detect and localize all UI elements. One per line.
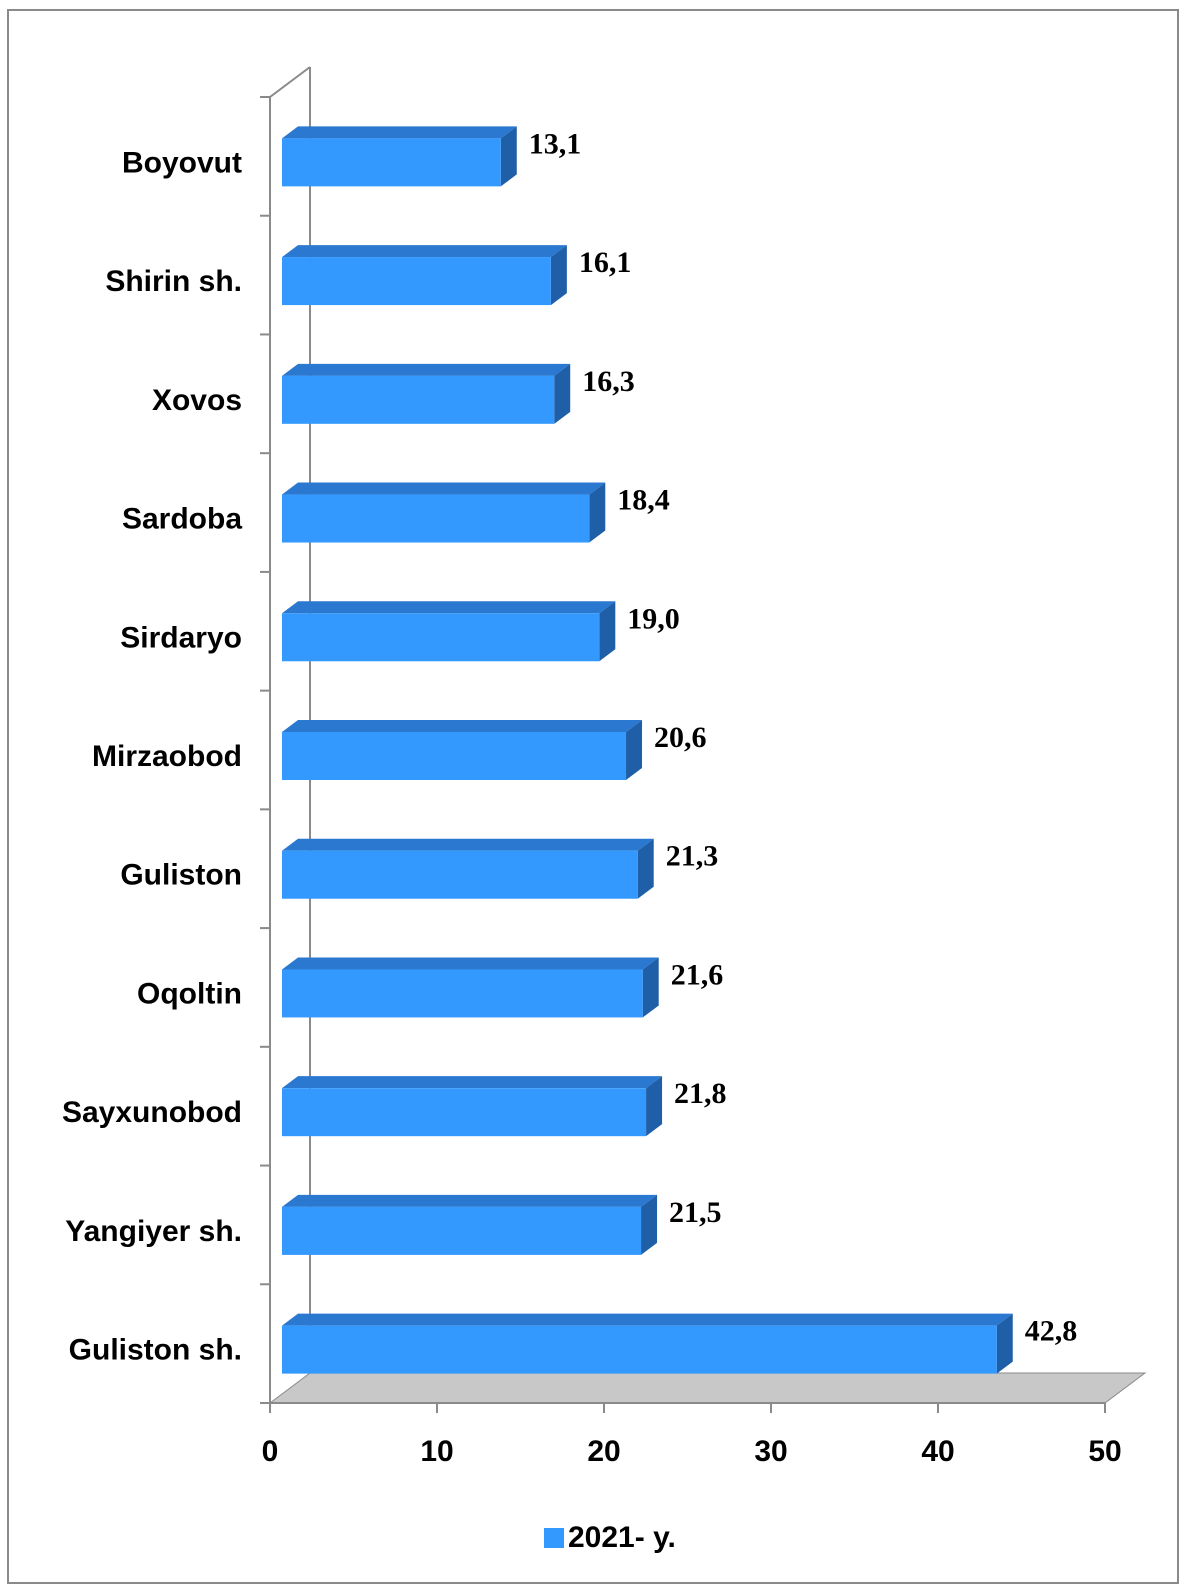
- bar-top-face: [282, 126, 517, 139]
- data-label: 16,3: [582, 365, 635, 398]
- legend-swatch: [544, 1528, 564, 1548]
- axis-depth-top: [269, 66, 311, 98]
- bar-top-face: [282, 601, 616, 614]
- bar-side-face: [642, 957, 659, 1018]
- bar-top-face: [282, 838, 654, 851]
- category-label: Xovos: [152, 384, 242, 417]
- x-tick-label: 50: [1088, 1435, 1121, 1468]
- legend-label: 2021- y.: [568, 1521, 676, 1554]
- data-label: 21,3: [666, 840, 719, 873]
- category-label: Sayxunobod: [62, 1096, 242, 1129]
- bar-top-face: [282, 957, 659, 970]
- bar: [282, 375, 555, 424]
- category-label: Boyovut: [122, 146, 242, 179]
- bar-side-face: [599, 601, 616, 662]
- category-label: Sirdaryo: [120, 621, 242, 654]
- bar-top-face: [282, 363, 571, 376]
- bar-top-face: [282, 482, 606, 495]
- bar-top-face: [282, 1313, 1013, 1326]
- x-tick-label: 30: [754, 1435, 787, 1468]
- legend: 2021- y.: [544, 1518, 676, 1558]
- bar-side-face: [637, 838, 654, 899]
- bar: [282, 138, 501, 187]
- bar-top-face: [282, 1076, 663, 1089]
- chart-floor: [268, 1372, 1147, 1404]
- bar-side-face: [626, 720, 643, 780]
- data-label: 18,4: [617, 484, 670, 517]
- bar: [282, 494, 590, 543]
- x-tick-label: 10: [420, 1435, 453, 1468]
- data-label: 19,0: [627, 602, 680, 635]
- category-label: Shirin sh.: [105, 265, 242, 298]
- bar-side-face: [500, 126, 517, 187]
- data-label: 21,5: [669, 1196, 722, 1229]
- bar-top-face: [282, 1194, 658, 1207]
- bar: [282, 732, 627, 780]
- data-label: 13,1: [529, 127, 582, 160]
- bar-side-face: [589, 482, 606, 543]
- category-label: Guliston sh.: [69, 1334, 242, 1367]
- x-tick-label: 0: [262, 1435, 279, 1468]
- bar-side-face: [554, 363, 571, 424]
- category-label: Mirzaobod: [92, 740, 242, 773]
- category-label: Sardoba: [122, 503, 242, 536]
- x-tick-label: 40: [921, 1435, 954, 1468]
- data-label: 20,6: [654, 721, 707, 754]
- bar-side-face: [550, 245, 567, 306]
- category-label: Yangiyer sh.: [65, 1215, 242, 1248]
- bar-side-face: [996, 1313, 1013, 1374]
- bar: [282, 1206, 642, 1255]
- bar-side-face: [646, 1076, 663, 1137]
- bar-top-face: [282, 245, 567, 258]
- bar: [282, 613, 600, 662]
- data-label: 21,6: [671, 958, 724, 991]
- bar: [282, 1325, 997, 1374]
- category-label: Guliston: [120, 859, 242, 892]
- data-label: 42,8: [1025, 1315, 1078, 1348]
- data-label: 16,1: [579, 246, 632, 279]
- bar-side-face: [641, 1194, 658, 1255]
- bar: [282, 969, 643, 1018]
- category-label: Oqoltin: [137, 977, 242, 1010]
- bar: [282, 1088, 647, 1137]
- bar: [282, 850, 638, 899]
- data-label: 21,8: [674, 1077, 727, 1110]
- bar-top-face: [282, 720, 643, 732]
- x-tick-label: 20: [587, 1435, 620, 1468]
- bar: [282, 257, 551, 306]
